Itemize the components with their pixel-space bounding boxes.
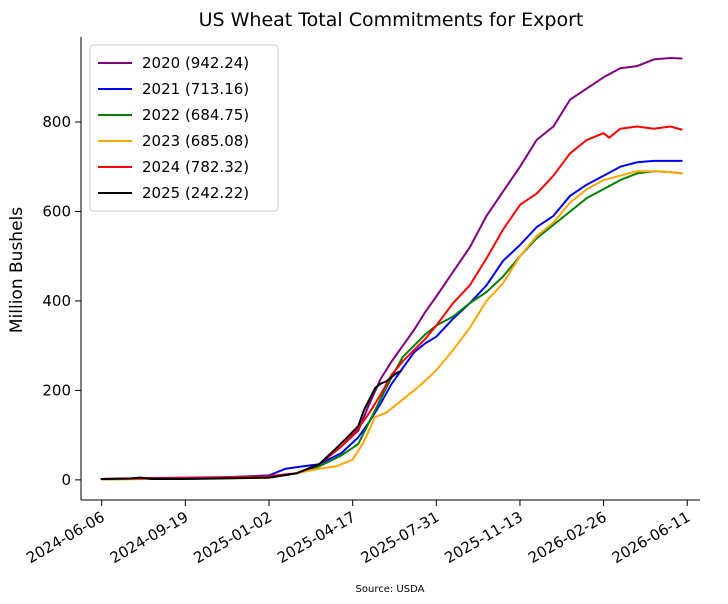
y-tick-label: 200 (42, 381, 71, 399)
legend-label: 2021 (713.16) (142, 80, 249, 98)
series-line-2021 (100, 159, 683, 480)
plot-lines (100, 57, 683, 481)
x-tick-label: 2025-04-17 (274, 508, 359, 567)
legend-label: 2025 (242.22) (142, 184, 249, 202)
chart-title: US Wheat Total Commitments for Export (199, 9, 584, 31)
series-line-2023 (100, 170, 683, 481)
series-line-2025 (100, 370, 402, 480)
legend: 2020 (942.24) 2021 (713.16) 2022 (684.75) 2… (89, 44, 279, 212)
x-ticks: 2024-06-06 2024-09-19 2025-01-02 2025-04-17… (23, 500, 693, 567)
y-tick-label: 600 (42, 202, 71, 220)
y-tick-label: 400 (42, 292, 71, 310)
x-tick-label: 2024-06-06 (23, 508, 108, 567)
legend-label: 2020 (942.24) (142, 54, 249, 72)
y-tick-label: 800 (42, 113, 71, 131)
source-note: Source: USDA (356, 584, 425, 595)
legend-label: 2023 (685.08) (142, 132, 249, 150)
x-tick-label: 2025-07-31 (358, 508, 443, 567)
axes (80, 37, 700, 501)
y-ticks: 0 200 400 600 800 (42, 113, 81, 489)
x-tick-label: 2026-06-11 (609, 508, 694, 567)
x-tick-label: 2024-09-19 (107, 508, 192, 567)
y-tick-label: 0 (61, 471, 71, 489)
legend-label: 2022 (684.75) (142, 106, 249, 124)
y-axis-label: Million Bushels (7, 207, 27, 333)
x-tick-label: 2025-11-13 (441, 508, 526, 567)
legend-label: 2024 (782.32) (142, 158, 249, 176)
legend-frame (89, 44, 279, 212)
series-line-2022 (100, 170, 683, 481)
x-tick-label: 2026-02-26 (525, 508, 610, 567)
x-tick-label: 2025-01-02 (191, 508, 276, 567)
